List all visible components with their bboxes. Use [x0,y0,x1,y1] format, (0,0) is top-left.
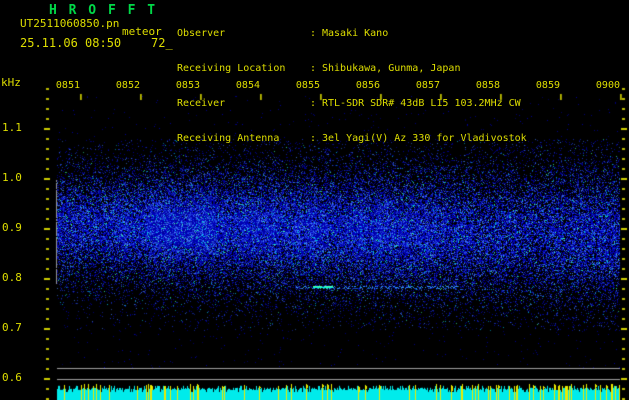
freq-tick-label: 1.1 [2,121,22,134]
time-tick-label: 0855 [295,80,320,91]
station-label: Receiver [177,97,226,109]
time-tick-label: 0900 [595,80,620,91]
freq-tick-label: 0.7 [2,321,22,334]
colon-separator: : [310,132,317,144]
time-tick-label: 0859 [535,80,560,91]
app-title: H R O F F T [49,3,158,18]
freq-tick-label: 0.8 [2,271,22,284]
station-row-receiver: Receiver: RTL-SDR SDR# 43dB L15 103.2MHz … [177,98,629,110]
capture-datetime: 25.11.06 08:50 [20,36,122,50]
station-info: Observer: Masaki Kano Receiving Location:… [177,5,629,167]
freq-tick-label: 0.9 [2,221,22,234]
station-label: Observer [177,28,226,40]
station-row-observer: Observer: Masaki Kano [177,28,629,40]
colon-separator: : [310,62,317,74]
station-value: 3el Yagi(V) Az 330 for Vladivostok [322,132,527,144]
time-tick-label: 0856 [355,80,380,91]
time-tick-label: 0853 [175,80,200,91]
capture-filename: UT2511060850.pn [20,17,120,30]
station-value: Shibukawa, Gunma, Japan [322,62,461,74]
station-value: RTL-SDR SDR# 43dB L15 103.2MHz CW [322,97,521,109]
freq-tick-label: 0.6 [2,371,22,384]
freq-tick-label: 1.0 [2,171,22,184]
station-label: Receiving Location [177,62,286,74]
observation-mode-label: meteor [122,25,162,38]
station-value: Masaki Kano [322,28,389,40]
colon-separator: : [310,97,317,109]
echo-counter: 72_ [151,36,173,50]
station-row-location: Receiving Location: Shibukawa, Gunma, Jap… [177,63,629,75]
station-row-antenna: Receiving Antenna:3el Yagi(V) Az 330 for… [177,133,629,145]
time-tick-label: 0851 [55,80,80,91]
time-tick-label: 0852 [115,80,140,91]
freq-axis-unit: kHz [1,76,21,89]
time-tick-label: 0854 [235,80,260,91]
station-label: Receiving Antenna [177,132,280,144]
time-tick-label: 0858 [475,80,500,91]
colon-separator: : [310,28,317,40]
time-tick-label: 0857 [415,80,440,91]
